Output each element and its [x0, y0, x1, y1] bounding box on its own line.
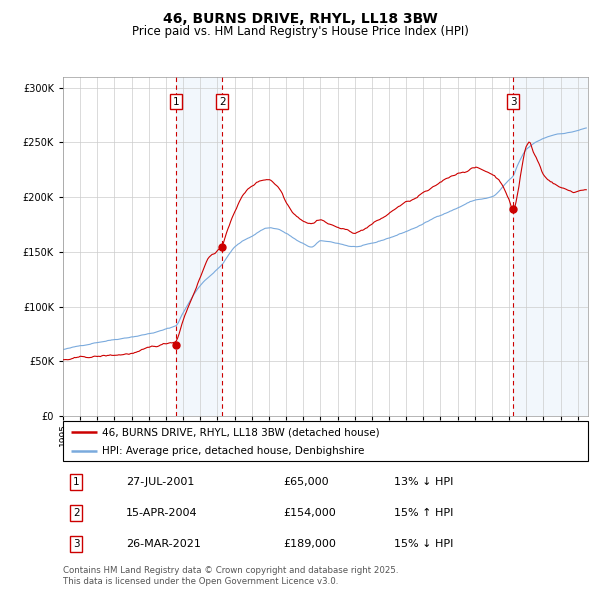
Text: 3: 3 — [510, 97, 517, 107]
Text: 1: 1 — [172, 97, 179, 107]
Text: 1: 1 — [73, 477, 79, 487]
Text: 15% ↓ HPI: 15% ↓ HPI — [394, 539, 453, 549]
Text: 27-JUL-2001: 27-JUL-2001 — [126, 477, 194, 487]
Bar — [513, 77, 588, 416]
Text: Contains HM Land Registry data © Crown copyright and database right 2025.
This d: Contains HM Land Registry data © Crown c… — [63, 566, 398, 586]
Text: HPI: Average price, detached house, Denbighshire: HPI: Average price, detached house, Denb… — [103, 445, 365, 455]
Text: 46, BURNS DRIVE, RHYL, LL18 3BW: 46, BURNS DRIVE, RHYL, LL18 3BW — [163, 12, 437, 26]
Text: 13% ↓ HPI: 13% ↓ HPI — [394, 477, 453, 487]
Bar — [176, 77, 223, 416]
Text: 15-APR-2004: 15-APR-2004 — [126, 508, 197, 518]
Text: 2: 2 — [219, 97, 226, 107]
Text: 26-MAR-2021: 26-MAR-2021 — [126, 539, 201, 549]
Text: £154,000: £154,000 — [284, 508, 336, 518]
Text: £65,000: £65,000 — [284, 477, 329, 487]
Text: £189,000: £189,000 — [284, 539, 337, 549]
Text: Price paid vs. HM Land Registry's House Price Index (HPI): Price paid vs. HM Land Registry's House … — [131, 25, 469, 38]
Text: 46, BURNS DRIVE, RHYL, LL18 3BW (detached house): 46, BURNS DRIVE, RHYL, LL18 3BW (detache… — [103, 427, 380, 437]
Text: 15% ↑ HPI: 15% ↑ HPI — [394, 508, 453, 518]
Text: 3: 3 — [73, 539, 79, 549]
Text: 2: 2 — [73, 508, 79, 518]
